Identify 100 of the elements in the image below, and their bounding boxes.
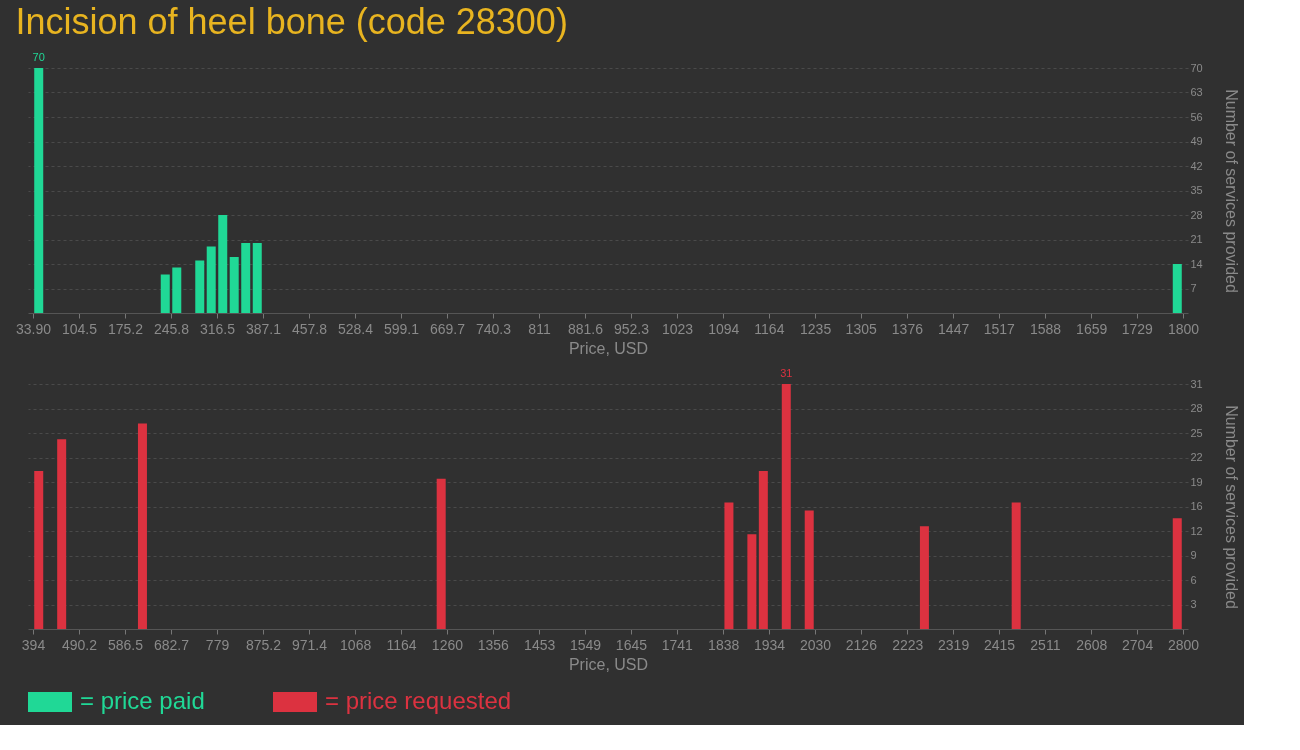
bar — [137, 423, 147, 629]
x-tick-label: 1934 — [754, 636, 786, 653]
x-tick-label: 245.8 — [153, 320, 190, 337]
y-tick-label: 42 — [1190, 159, 1203, 172]
x-tick-label: 2223 — [892, 636, 924, 653]
x-tick-label: 1800 — [1167, 320, 1200, 337]
x-tick-label: 1549 — [569, 636, 602, 653]
y-tick-label: 28 — [1190, 402, 1203, 414]
x-tick-label: 1645 — [615, 636, 648, 653]
y-tick-label: 19 — [1190, 475, 1203, 488]
x-tick-label: 2030 — [799, 636, 832, 653]
y-tick-label: 7 — [1190, 282, 1197, 294]
x-tick-label: 669.7 — [429, 320, 466, 337]
x-tick-label: 682.7 — [153, 636, 190, 653]
y-tick-label: 28 — [1190, 208, 1203, 221]
bar — [758, 470, 768, 629]
y-tick-label: 49 — [1190, 135, 1203, 147]
chart-title: Incision of heel bone (code 28300) — [15, 1, 568, 42]
y-tick-label: 70 — [1190, 61, 1203, 74]
bar — [1172, 518, 1182, 629]
bar — [229, 257, 239, 313]
x-tick-label: 1447 — [938, 320, 970, 337]
x-axis-title: Price, USD — [568, 655, 649, 673]
bar — [724, 502, 734, 629]
x-tick-label: 1356 — [477, 636, 510, 653]
x-tick-label: 457.8 — [292, 320, 328, 337]
x-tick-label: 1235 — [800, 320, 832, 337]
x-tick-label: 1517 — [983, 320, 1015, 337]
x-tick-label: 1305 — [845, 320, 877, 337]
x-tick-label: 779 — [205, 636, 230, 653]
x-tick-label: 1094 — [708, 320, 740, 337]
x-tick-label: 2800 — [1167, 636, 1200, 653]
x-tick-label: 586.5 — [107, 636, 144, 653]
bar — [160, 274, 170, 313]
x-tick-label: 104.5 — [61, 320, 98, 337]
x-tick-label: 1453 — [524, 636, 556, 653]
x-tick-label: 2511 — [1030, 636, 1061, 653]
y-tick-label: 21 — [1190, 233, 1203, 245]
x-tick-label: 1164 — [754, 320, 785, 337]
x-tick-label: 971.4 — [291, 636, 328, 653]
x-tick-label: 875.2 — [245, 636, 282, 653]
x-axis-title: Price, USD — [568, 339, 649, 357]
x-tick-label: 394 — [21, 636, 46, 653]
x-tick-label: 2319 — [938, 636, 970, 653]
x-tick-label: 1164 — [386, 636, 417, 653]
x-tick-label: 33.90 — [15, 320, 52, 337]
y-axis-title: Number of services provided — [1222, 405, 1240, 609]
bar — [206, 246, 216, 313]
x-tick-label: 740.3 — [475, 320, 512, 337]
bar — [252, 243, 262, 313]
x-tick-label: 1838 — [708, 636, 740, 653]
data-label: 31 — [780, 367, 793, 379]
y-tick-label: 31 — [1190, 377, 1203, 390]
x-tick-label: 1260 — [431, 636, 464, 653]
data-label: 70 — [32, 51, 45, 63]
bar — [218, 215, 228, 313]
x-tick-label: 811 — [528, 320, 551, 337]
y-axis-title: Number of services provided — [1222, 89, 1240, 293]
bar — [34, 68, 44, 313]
x-tick-label: 528.4 — [337, 320, 374, 337]
x-tick-label: 2415 — [983, 636, 1016, 653]
bar — [436, 478, 446, 629]
x-tick-label: 387.1 — [245, 320, 282, 337]
x-tick-label: 1588 — [1029, 320, 1062, 337]
y-tick-label: 14 — [1190, 257, 1203, 270]
bar — [781, 384, 791, 629]
x-tick-label: 2608 — [1076, 636, 1108, 653]
x-tick-label: 1068 — [340, 636, 372, 653]
y-tick-label: 25 — [1190, 426, 1203, 439]
bar — [172, 267, 182, 313]
y-tick-label: 16 — [1190, 500, 1203, 512]
y-tick-label: 35 — [1190, 184, 1203, 196]
x-tick-label: 316.5 — [199, 320, 236, 337]
x-tick-label: 599.1 — [384, 320, 420, 337]
x-tick-label: 1376 — [891, 320, 924, 337]
legend-label: = price requested — [325, 687, 512, 714]
x-tick-label: 1741 — [661, 636, 694, 653]
bar — [1172, 264, 1182, 313]
y-tick-label: 6 — [1190, 573, 1197, 586]
x-tick-label: 175.2 — [107, 320, 144, 337]
x-tick-label: 2704 — [1122, 636, 1154, 653]
bar — [34, 470, 44, 629]
bar — [919, 526, 929, 629]
y-tick-label: 12 — [1190, 524, 1203, 537]
bar — [804, 510, 814, 629]
x-tick-label: 2126 — [845, 636, 878, 653]
x-tick-label: 1659 — [1076, 320, 1108, 337]
bar — [195, 260, 205, 313]
bar — [241, 243, 251, 313]
bar — [1011, 502, 1021, 629]
legend-label: = price paid — [80, 687, 205, 714]
x-tick-label: 1729 — [1121, 320, 1154, 337]
y-tick-label: 56 — [1190, 110, 1203, 123]
y-tick-label: 22 — [1190, 451, 1203, 463]
x-tick-label: 1023 — [661, 320, 694, 337]
x-tick-label: 952.3 — [613, 320, 650, 337]
bar — [747, 534, 757, 629]
bar — [57, 439, 67, 629]
y-tick-label: 9 — [1190, 549, 1197, 561]
y-tick-label: 63 — [1190, 86, 1203, 98]
